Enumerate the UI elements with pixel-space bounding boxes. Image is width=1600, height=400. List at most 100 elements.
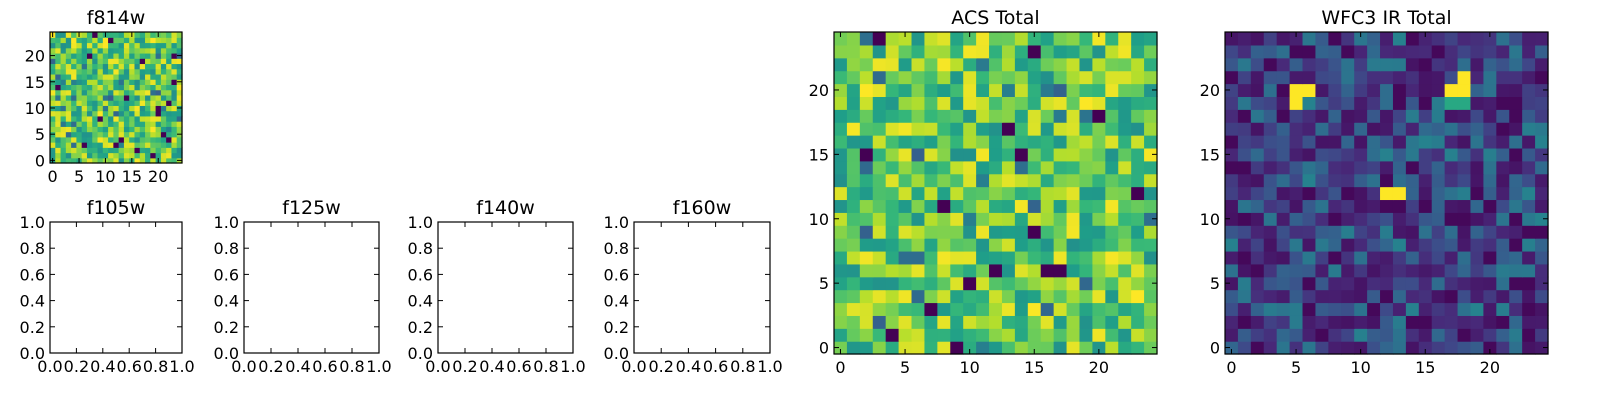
heatmap-cell bbox=[1392, 135, 1407, 149]
heatmap-cell bbox=[123, 94, 130, 101]
y-tick-label: 0.2 bbox=[408, 318, 433, 337]
heatmap-cell bbox=[846, 32, 861, 46]
heatmap-cell bbox=[989, 250, 1003, 265]
y-tick-label: 0.6 bbox=[214, 265, 239, 284]
heatmap-cell bbox=[102, 52, 109, 59]
y-tick-label: 5 bbox=[35, 125, 45, 144]
heatmap-cell bbox=[71, 42, 77, 49]
heatmap-cell bbox=[1066, 199, 1081, 213]
heatmap-cell bbox=[1001, 70, 1016, 85]
heatmap-cell bbox=[1496, 276, 1510, 291]
heatmap-cell bbox=[1040, 238, 1055, 252]
x-tick-label: 0.2 bbox=[258, 357, 283, 376]
heatmap-cell bbox=[97, 110, 104, 117]
heatmap-cell bbox=[1118, 276, 1132, 291]
heatmap-cell bbox=[1066, 289, 1081, 304]
heatmap-cell bbox=[1392, 199, 1407, 213]
y-tick-label: 0 bbox=[819, 339, 829, 358]
heatmap-cell bbox=[60, 105, 67, 112]
heatmap-cell bbox=[976, 32, 990, 46]
heatmap-cell bbox=[139, 58, 146, 65]
heatmap-cell bbox=[963, 263, 977, 278]
heatmap-cell bbox=[1380, 225, 1394, 239]
heatmap-cell bbox=[1027, 57, 1042, 72]
heatmap-cell bbox=[898, 289, 913, 304]
heatmap-cell bbox=[176, 94, 183, 101]
heatmap-cell bbox=[1341, 173, 1355, 188]
heatmap-cell bbox=[1027, 289, 1042, 304]
heatmap-cell bbox=[1367, 238, 1381, 252]
heatmap-cell bbox=[1105, 160, 1119, 175]
heatmap-cell bbox=[1315, 135, 1329, 149]
heatmap-cell bbox=[92, 115, 99, 122]
heatmap-cell bbox=[898, 212, 913, 226]
heatmap-cell bbox=[129, 126, 136, 133]
heatmap-cell bbox=[1367, 96, 1381, 110]
heatmap-cell bbox=[1131, 44, 1145, 59]
y-tick-label: 0.8 bbox=[214, 239, 239, 258]
heatmap-cell bbox=[989, 199, 1003, 213]
heatmap-cell bbox=[1289, 160, 1304, 175]
heatmap-cell bbox=[1276, 238, 1291, 252]
heatmap-cell bbox=[118, 68, 125, 75]
heatmap-cell bbox=[1001, 135, 1016, 149]
heatmap-cell bbox=[846, 238, 861, 252]
heatmap-cell bbox=[102, 68, 109, 75]
heatmap-cell bbox=[1470, 44, 1484, 59]
heatmap-cell bbox=[129, 73, 136, 80]
heatmap-cell bbox=[81, 105, 88, 112]
heatmap-cell bbox=[50, 89, 56, 96]
heatmap-cell bbox=[92, 157, 99, 164]
heatmap-cell bbox=[1522, 302, 1536, 316]
heatmap-cell bbox=[123, 142, 130, 148]
heatmap-cell bbox=[150, 100, 157, 106]
heatmap-cell bbox=[1289, 302, 1304, 316]
heatmap-cell bbox=[1001, 44, 1016, 59]
heatmap-cell bbox=[859, 328, 874, 342]
heatmap-cell bbox=[976, 250, 990, 265]
heatmap-cell bbox=[50, 94, 56, 101]
heatmap-cell bbox=[1014, 341, 1029, 355]
heatmap-cell bbox=[1263, 199, 1278, 213]
heatmap-cell bbox=[1328, 135, 1342, 149]
x-tick-label: 0.0 bbox=[37, 357, 62, 376]
heatmap-cell bbox=[1496, 238, 1510, 252]
x-tick-label: 5 bbox=[900, 358, 910, 377]
heatmap-cell bbox=[1392, 315, 1407, 329]
heatmap-cell bbox=[1405, 109, 1420, 123]
heatmap-cell bbox=[1392, 186, 1407, 201]
heatmap-cell bbox=[976, 135, 990, 149]
heatmap-cell bbox=[1144, 173, 1158, 188]
y-tick-label: 20 bbox=[809, 81, 829, 100]
heatmap-cell bbox=[1354, 57, 1368, 72]
heatmap-cell bbox=[92, 68, 99, 75]
heatmap-cell bbox=[976, 96, 990, 110]
heatmap-cell bbox=[102, 152, 109, 159]
heatmap-cell bbox=[924, 250, 938, 265]
heatmap-cell bbox=[102, 142, 109, 148]
heatmap-cell bbox=[50, 110, 56, 117]
axes-title: f160w bbox=[673, 197, 732, 219]
heatmap-cell bbox=[1237, 225, 1252, 239]
heatmap-cell bbox=[1470, 289, 1484, 304]
heatmap-cell bbox=[1092, 302, 1106, 316]
heatmap-cell bbox=[160, 131, 167, 138]
heatmap-cell bbox=[65, 58, 72, 65]
heatmap-cell bbox=[937, 160, 951, 175]
heatmap-cell bbox=[1380, 44, 1394, 59]
heatmap-cell bbox=[1118, 57, 1132, 72]
heatmap-cell bbox=[846, 109, 861, 123]
heatmap-cell bbox=[1405, 83, 1420, 97]
heatmap-cell bbox=[1483, 173, 1497, 188]
heatmap-cell bbox=[1053, 160, 1068, 175]
heatmap-cell bbox=[55, 37, 62, 44]
heatmap-cell bbox=[134, 136, 141, 143]
heatmap-cell bbox=[859, 70, 874, 85]
heatmap-cell bbox=[885, 122, 900, 136]
heatmap-cell bbox=[898, 44, 913, 59]
heatmap-cell bbox=[885, 250, 900, 265]
heatmap-cell bbox=[160, 105, 167, 112]
heatmap-cell bbox=[65, 84, 72, 91]
